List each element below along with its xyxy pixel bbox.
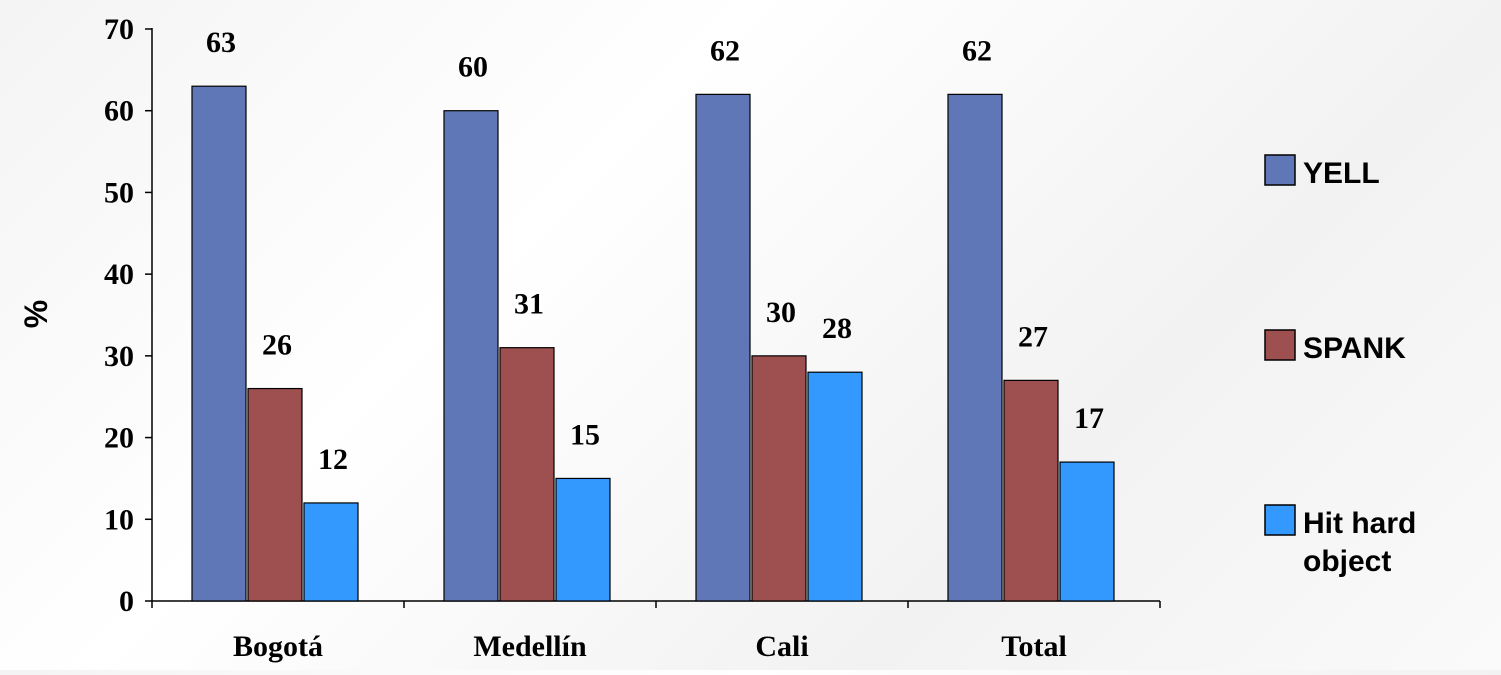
y-tick-label: 20 — [104, 422, 134, 455]
bar-hit-hard-object — [1059, 461, 1115, 602]
bar-hit-hard-object — [807, 371, 863, 602]
bar-yell — [443, 110, 499, 602]
bar-yell — [695, 93, 751, 602]
legend: YELL SPANK Hit hard object — [1264, 154, 1416, 578]
bar-yell — [947, 93, 1003, 602]
bar-yell — [191, 85, 247, 602]
data-label: 26 — [262, 329, 292, 362]
y-tick-label: 70 — [104, 13, 134, 46]
x-tick-label: Cali — [755, 630, 808, 663]
data-label: 63 — [206, 26, 236, 59]
legend-label: YELL — [1303, 157, 1380, 190]
data-labels: 63 26 12 60 31 15 62 30 28 62 27 17 — [206, 26, 1104, 476]
bar-hit-hard-object — [555, 477, 611, 602]
bar-spank — [1003, 379, 1059, 602]
bars — [191, 85, 1115, 602]
data-label: 17 — [1074, 402, 1104, 435]
data-label: 60 — [458, 51, 488, 84]
legend-swatch — [1264, 329, 1296, 361]
bar-hit-hard-object — [303, 502, 359, 602]
x-tick-label: Bogotá — [233, 630, 323, 663]
data-label: 15 — [570, 418, 600, 451]
data-label: 30 — [766, 296, 796, 329]
x-tick-label: Total — [1001, 630, 1067, 663]
y-tick-label: 60 — [104, 95, 134, 128]
y-tick-label: 30 — [104, 340, 134, 373]
data-label: 62 — [710, 34, 740, 67]
y-tick-label: 50 — [104, 176, 134, 209]
data-label: 62 — [962, 34, 992, 67]
y-tick-label: 40 — [104, 258, 134, 291]
bar-spank — [247, 387, 303, 602]
y-tick-label: 10 — [104, 503, 134, 536]
data-label: 28 — [822, 312, 852, 345]
legend-label: Hit hard object — [1303, 507, 1416, 578]
y-axis-label: % — [18, 300, 54, 328]
bar-spank — [499, 347, 555, 602]
data-label: 31 — [514, 288, 544, 321]
legend-label: SPANK — [1303, 332, 1406, 365]
axes: 0 10 20 30 40 50 60 70 Bogotá Medellín Cali Total% — [18, 13, 1161, 663]
bar-spank — [751, 355, 807, 602]
x-tick-label: Medellín — [473, 630, 587, 663]
data-label: 27 — [1018, 320, 1048, 353]
y-tick-label: 0 — [119, 585, 134, 618]
data-label: 12 — [318, 443, 348, 476]
legend-swatch — [1264, 154, 1296, 186]
legend-swatch — [1264, 504, 1296, 536]
